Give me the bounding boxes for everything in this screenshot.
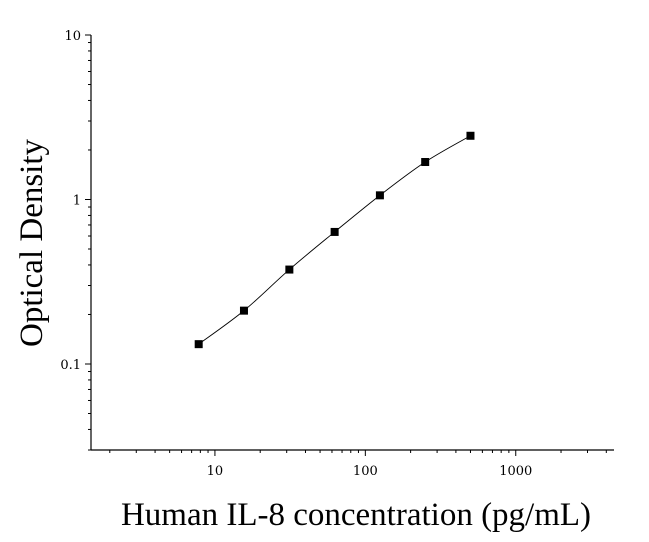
x-tick-label: 10 bbox=[207, 464, 224, 479]
data-point bbox=[330, 227, 339, 236]
x-tick-label: 100 bbox=[353, 464, 378, 479]
x-axis-title: Human IL-8 concentration (pg/mL) bbox=[121, 497, 591, 533]
data-point bbox=[194, 340, 203, 349]
y-tick-label: 1 bbox=[73, 193, 81, 208]
data-point bbox=[466, 131, 475, 140]
fit-curve bbox=[198, 135, 471, 345]
y-tick-label: 10 bbox=[64, 29, 81, 44]
axes bbox=[90, 35, 614, 451]
data-point bbox=[421, 158, 430, 167]
x-tick-label: 1000 bbox=[499, 464, 532, 479]
data-point bbox=[285, 265, 294, 274]
data-point bbox=[375, 191, 384, 200]
y-tick-label: 0.1 bbox=[60, 358, 81, 373]
x-ticks: 10 100 1000 bbox=[109, 450, 607, 479]
data-point bbox=[239, 306, 248, 315]
data-points bbox=[194, 131, 475, 349]
y-axis-title: Optical Density bbox=[14, 138, 50, 347]
y-ticks: 0.1 1 10 bbox=[60, 29, 91, 451]
